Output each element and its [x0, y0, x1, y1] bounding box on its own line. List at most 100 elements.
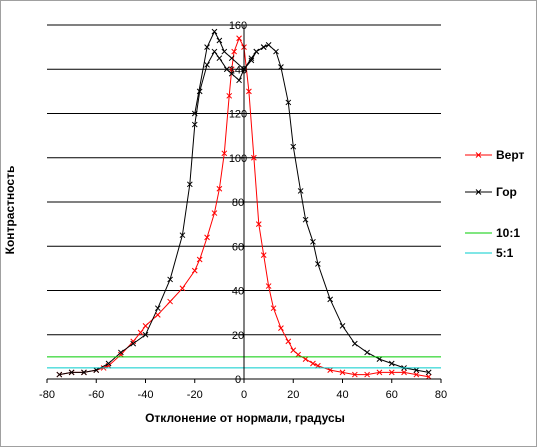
data-point-0-35	[310, 360, 316, 367]
data-point-1-38	[388, 360, 395, 367]
x-tick-labels: -80 -60 -40 -20 0 20 40 60 80	[39, 389, 447, 401]
data-point-0-32	[290, 347, 297, 354]
legend-marker	[475, 189, 482, 195]
data-point-0-8	[137, 329, 144, 336]
data-point-0-20	[228, 66, 235, 73]
data-point-0-39	[351, 371, 358, 378]
legend-item-3: 5:1	[465, 246, 514, 260]
y-tick-label: 160	[229, 20, 247, 32]
series-line-2	[194, 30, 264, 114]
data-point-0-28	[265, 283, 272, 289]
data-point-0-22	[236, 35, 242, 42]
data-point-1-41	[425, 369, 432, 376]
data-point-0-45	[425, 373, 432, 380]
data-point-1-7	[142, 331, 149, 338]
data-point-1-27	[285, 99, 292, 106]
series-line-0	[59, 37, 429, 378]
data-point-1-1	[68, 369, 75, 376]
data-point-1-36	[364, 349, 370, 356]
y-tick-label: 80	[232, 197, 244, 209]
data-point-0-12	[179, 285, 186, 292]
data-point-0-24	[246, 88, 252, 95]
y-tick-label: 120	[229, 109, 247, 121]
data-point-0-14	[196, 256, 203, 263]
data-point-1-37	[376, 356, 383, 362]
data-point-0-37	[327, 367, 334, 374]
data-point-1-18	[228, 70, 235, 77]
series-layer	[47, 28, 441, 380]
data-point-1-0	[56, 371, 63, 378]
data-point-0-34	[302, 356, 309, 362]
data-point-1-33	[327, 296, 334, 303]
data-point-1-35	[351, 340, 358, 347]
data-point-0-33	[295, 351, 302, 358]
y-tick-label: 20	[232, 330, 244, 342]
data-point-0-38	[339, 369, 346, 376]
data-point-2-9	[260, 44, 267, 50]
data-point-1-14	[204, 61, 210, 68]
y-tick-label: 140	[229, 64, 247, 76]
data-point-1-31	[310, 238, 316, 245]
data-point-1-10	[179, 232, 186, 239]
data-point-0-7	[130, 338, 137, 345]
legend-item-2: 10:1	[465, 226, 520, 240]
data-point-0-19	[226, 92, 233, 99]
legend: Верт Гор 10:1 5:1	[465, 148, 525, 260]
x-tick-label: -60	[88, 389, 104, 401]
data-point-0-29	[270, 305, 277, 312]
data-point-1-16	[216, 55, 223, 62]
data-point-1-17	[223, 66, 230, 73]
x-tick-label: 40	[336, 389, 348, 401]
data-point-0-41	[376, 369, 383, 376]
data-point-0-11	[167, 298, 173, 305]
data-point-0-10	[154, 311, 161, 318]
data-point-0-42	[388, 369, 395, 376]
data-point-2-3	[216, 37, 223, 44]
data-point-0-36	[315, 362, 321, 369]
data-point-0-17	[216, 185, 223, 192]
data-point-0-27	[260, 252, 267, 258]
data-point-1-40	[413, 367, 420, 374]
data-point-2-5	[228, 55, 235, 62]
data-point-1-32	[315, 261, 321, 267]
data-point-1-29	[297, 188, 304, 194]
data-point-0-6	[118, 351, 124, 358]
legend-item-0: Верт	[465, 148, 525, 162]
legend-label: Гор	[496, 185, 517, 199]
data-point-2-1	[204, 44, 210, 50]
series-1	[56, 42, 432, 378]
axes	[46, 24, 442, 383]
data-point-1-13	[196, 88, 203, 95]
legend-label: Верт	[496, 148, 525, 162]
data-point-0-15	[204, 234, 210, 241]
data-point-1-34	[339, 323, 346, 329]
data-point-0-16	[211, 210, 218, 216]
data-point-1-24	[265, 42, 272, 48]
data-point-0-9	[142, 323, 149, 329]
data-point-1-30	[302, 216, 309, 223]
data-point-1-15	[211, 48, 218, 55]
data-point-1-5	[118, 349, 124, 356]
y-tick-labels: 0 20 40 60 80 100 120 140 160	[229, 20, 247, 386]
data-point-1-2	[81, 369, 87, 376]
data-point-0-40	[364, 371, 370, 378]
x-tick-label: 80	[435, 389, 447, 401]
legend-marker	[475, 152, 482, 158]
data-point-2-7	[248, 57, 255, 64]
data-point-0-30	[278, 325, 284, 331]
y-tick-label: 0	[235, 374, 241, 386]
data-point-0-18	[221, 150, 228, 157]
y-tick-label: 60	[232, 241, 244, 253]
data-point-0-21	[231, 48, 238, 55]
data-point-2-2	[211, 28, 218, 35]
data-point-0-25	[250, 154, 257, 161]
data-point-1-28	[290, 143, 297, 150]
data-point-2-8	[253, 48, 260, 55]
x-tick-label: 0	[241, 389, 247, 401]
data-point-1-9	[167, 276, 173, 283]
data-point-1-4	[105, 360, 112, 367]
data-point-0-26	[255, 221, 262, 227]
data-point-2-0	[191, 110, 198, 117]
x-tick-label: 60	[386, 389, 398, 401]
y-tick-label: 100	[229, 153, 247, 165]
